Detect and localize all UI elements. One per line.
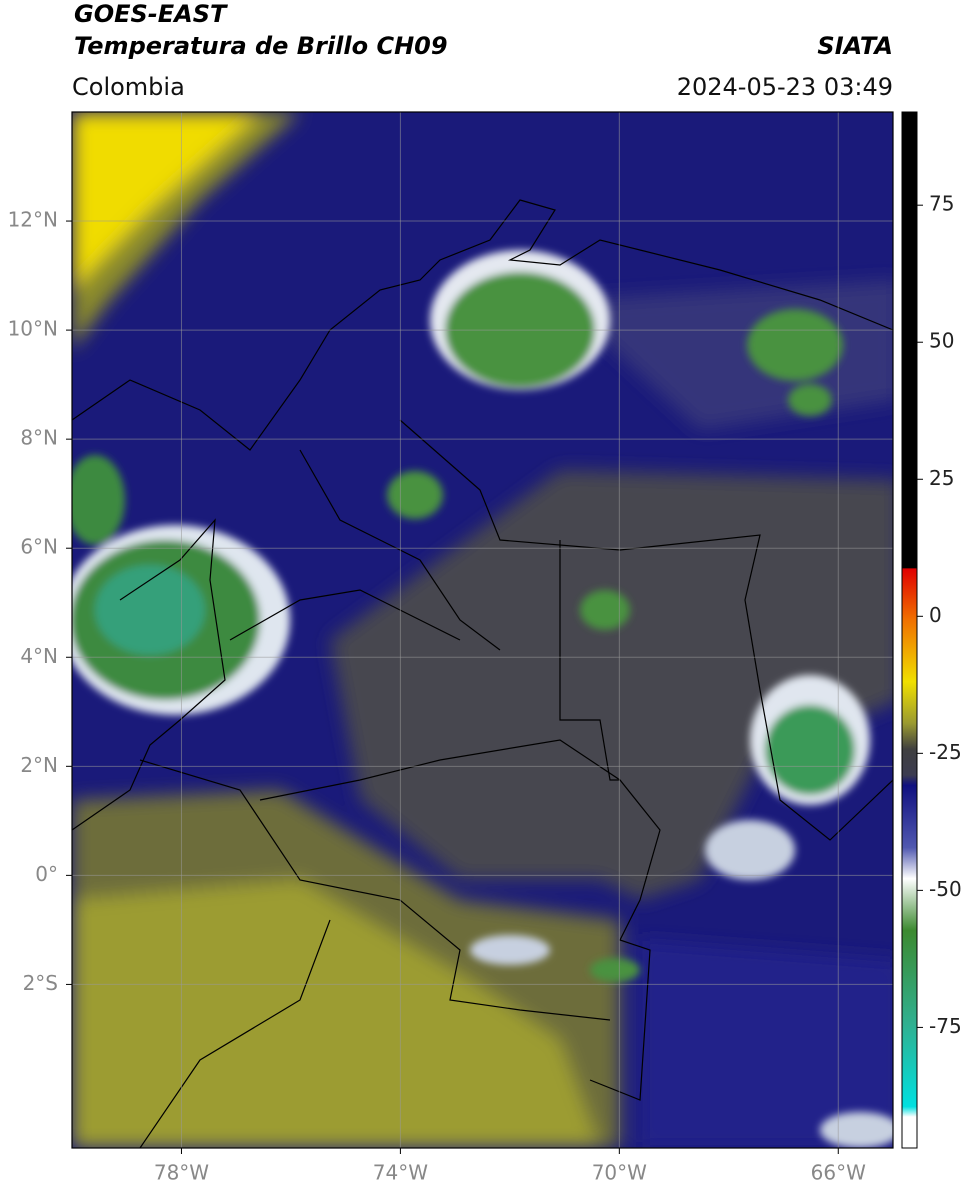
y-tick-label: 0° (35, 862, 58, 886)
timestamp: 2024-05-23 03:49 (677, 73, 893, 101)
colorbar-tick-label: -75 (929, 1014, 962, 1038)
title: GOES-EAST (74, 0, 228, 28)
region: Colombia (72, 73, 185, 101)
borders (72, 199, 893, 1148)
x-tick-label: 78°W (154, 1161, 209, 1185)
x-tick-label: 70°W (592, 1161, 647, 1185)
subtitle: Temperatura de Brillo CH09 (74, 32, 448, 60)
y-tick-label: 2°S (23, 971, 58, 995)
colorbar-tick-label: -50 (929, 877, 962, 901)
colorbar-tick-label: 50 (929, 329, 954, 353)
grid (72, 112, 893, 1148)
y-tick-label: 6°N (20, 535, 58, 559)
colorbar-tick-label: 75 (929, 192, 954, 216)
satellite-image (72, 112, 893, 1148)
y-tick-label: 8°N (20, 426, 58, 450)
colorbar-tick-label: 25 (929, 466, 954, 490)
y-tick-label: 2°N (20, 753, 58, 777)
y-tick-label: 12°N (8, 208, 58, 232)
colorbar (901, 111, 918, 1149)
x-tick-label: 74°W (373, 1161, 428, 1185)
colorbar-tick-label: -25 (929, 740, 962, 764)
x-tick-label: 66°W (811, 1161, 866, 1185)
colorbar-tick-label: 0 (929, 603, 942, 627)
y-tick-label: 10°N (8, 317, 58, 341)
y-tick-label: 4°N (20, 644, 58, 668)
source: SIATA (817, 32, 893, 60)
map-frame (71, 111, 894, 1149)
